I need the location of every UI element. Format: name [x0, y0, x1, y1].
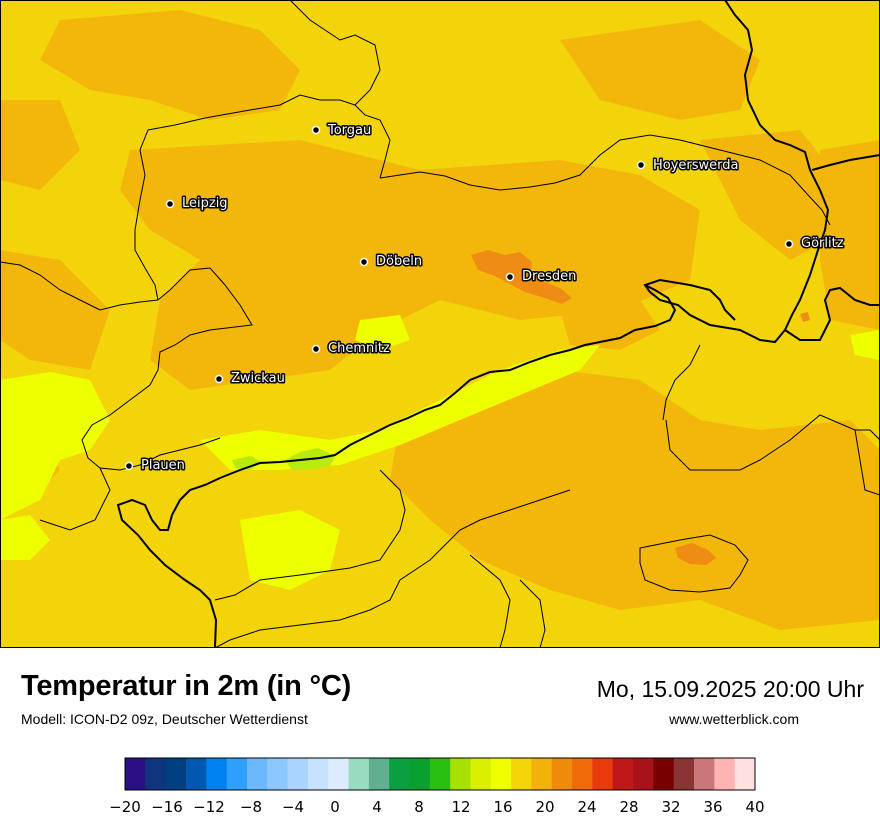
- color-scale-tick-label: 8: [414, 798, 424, 816]
- city-hoyerswerda: Hoyerswerda: [636, 157, 740, 175]
- city-doebeln: Döbeln: [359, 253, 424, 271]
- city-torgau: Torgau: [311, 122, 373, 140]
- city-leipzig: Leipzig: [165, 195, 229, 213]
- color-swatch: [287, 758, 309, 790]
- city-label-chemnitz: Chemnitz: [328, 341, 390, 356]
- color-scale-tick-label: 24: [577, 798, 596, 816]
- color-scale-frame: [124, 757, 756, 791]
- city-label-zwickau: Zwickau: [231, 371, 285, 386]
- color-swatch: [633, 758, 654, 790]
- color-swatch: [307, 758, 329, 790]
- color-scale-tick-label: −20: [109, 798, 141, 816]
- website-link[interactable]: www.wetterblick.com: [669, 711, 799, 727]
- color-swatch: [328, 758, 350, 790]
- state-borders: [0, 0, 880, 648]
- city-markers: Torgau Hoyerswerda Leipzig Görlitz Döbel…: [124, 122, 845, 475]
- color-swatch: [612, 758, 634, 790]
- color-swatch: [368, 758, 390, 790]
- color-scale-tick-label: −4: [282, 798, 304, 816]
- color-scale-tick-label: −12: [193, 798, 225, 816]
- color-swatch: [653, 758, 675, 790]
- color-scale-tick-label: 0: [330, 798, 340, 816]
- city-goerlitz: Görlitz: [784, 235, 845, 253]
- color-swatch: [531, 758, 553, 790]
- color-swatch: [145, 758, 167, 790]
- country-borders: [116, 0, 880, 648]
- color-swatch: [267, 758, 289, 790]
- color-swatch: [409, 758, 431, 790]
- color-scale-tick-label: 20: [535, 798, 554, 816]
- model-info: Modell: ICON-D2 09z, Deutscher Wetterdie…: [21, 711, 308, 727]
- city-label-hoyerswerda: Hoyerswerda: [653, 158, 739, 173]
- cool-regions: [0, 315, 880, 590]
- city-dresden: Dresden: [505, 268, 578, 286]
- color-swatch: [714, 758, 736, 790]
- color-swatch: [734, 758, 756, 790]
- map-title: Temperatur in 2m (in °C): [21, 670, 352, 702]
- color-swatch: [511, 758, 532, 790]
- color-scale-ticks: −20 −16 −12 −8 −4 0 4 8 12 16 20 24 28 32 36 40: [109, 798, 764, 816]
- color-swatch: [450, 758, 471, 790]
- color-scale-tick-label: 16: [493, 798, 512, 816]
- color-swatch: [165, 758, 187, 790]
- color-swatch: [673, 758, 695, 790]
- color-scale-tick-label: 40: [745, 798, 764, 816]
- color-scale-swatches: [125, 758, 756, 790]
- warmest-regions: [471, 250, 810, 565]
- color-swatch: [185, 758, 207, 790]
- city-label-dresden: Dresden: [522, 269, 576, 284]
- city-label-plauen: Plauen: [141, 458, 185, 473]
- forecast-datetime: Mo, 15.09.2025 20:00 Uhr: [596, 676, 864, 702]
- city-label-goerlitz: Görlitz: [801, 236, 844, 251]
- color-swatch: [551, 758, 573, 790]
- city-plauen: Plauen: [124, 457, 186, 475]
- color-scale-tick-label: 12: [451, 798, 470, 816]
- color-swatch: [125, 758, 146, 790]
- color-swatch: [389, 758, 411, 790]
- color-swatch: [694, 758, 715, 790]
- legend-panel: Temperatur in 2m (in °C) Modell: ICON-D2…: [0, 648, 880, 830]
- city-chemnitz: Chemnitz: [311, 340, 391, 358]
- color-swatch: [206, 758, 228, 790]
- color-scale: −20 −16 −12 −8 −4 0 4 8 12 16 20 24 28 32 36 40: [109, 757, 765, 816]
- city-label-doebeln: Döbeln: [376, 254, 422, 269]
- color-swatch: [490, 758, 512, 790]
- color-swatch: [429, 758, 451, 790]
- color-scale-tick-label: 4: [372, 798, 382, 816]
- temperature-map: Torgau Hoyerswerda Leipzig Görlitz Döbel…: [0, 0, 880, 648]
- city-label-torgau: Torgau: [327, 123, 371, 138]
- color-scale-tick-label: 28: [619, 798, 638, 816]
- color-swatch: [592, 758, 614, 790]
- color-scale-tick-label: −8: [240, 798, 262, 816]
- color-scale-tick-label: 36: [703, 798, 722, 816]
- warm-regions: [0, 10, 880, 630]
- color-swatch: [348, 758, 370, 790]
- color-swatch: [572, 758, 593, 790]
- color-scale-tick-label: 32: [661, 798, 680, 816]
- city-label-leipzig: Leipzig: [182, 196, 228, 211]
- city-zwickau: Zwickau: [214, 370, 286, 388]
- color-scale-tick-label: −16: [151, 798, 183, 816]
- color-swatch: [470, 758, 492, 790]
- color-swatch: [246, 758, 268, 790]
- color-swatch: [226, 758, 248, 790]
